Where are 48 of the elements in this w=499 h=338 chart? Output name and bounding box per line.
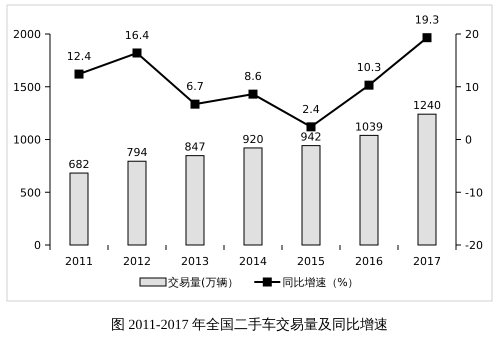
bar xyxy=(360,134,378,246)
data-label: 682 xyxy=(68,158,90,172)
y2-tick-label: -20 xyxy=(465,239,483,252)
y2-tick-label: 20 xyxy=(465,28,479,41)
y-tick-label: 500 xyxy=(20,186,41,200)
point xyxy=(364,80,374,90)
data-label: 1240 xyxy=(413,99,441,112)
data-label: 847 xyxy=(184,140,206,154)
data-label: 942 xyxy=(300,130,322,144)
y2-tick-label: -10 xyxy=(465,186,483,200)
bar xyxy=(70,172,88,246)
x-tick-label: 2012 xyxy=(123,255,151,268)
point xyxy=(248,90,258,99)
data-label: 2.4 xyxy=(302,102,320,116)
data-label: 1039 xyxy=(355,120,383,134)
y-tick-label: 0 xyxy=(34,239,41,252)
x-tick-label: 2015 xyxy=(297,255,325,268)
data-label: 6.7 xyxy=(186,80,204,94)
point xyxy=(190,100,200,109)
y-tick-label: 2000 xyxy=(13,28,41,41)
point xyxy=(422,33,432,42)
x-tick-label: 2014 xyxy=(239,255,267,268)
point xyxy=(74,70,84,79)
bar xyxy=(302,145,320,246)
data-label: 920 xyxy=(242,132,264,146)
bar xyxy=(418,114,436,246)
point xyxy=(306,122,316,132)
bar xyxy=(128,160,146,246)
x-tick-label: 2011 xyxy=(65,255,93,268)
data-label: 16.4 xyxy=(124,28,150,42)
legend-label: 交易量(万辆） xyxy=(168,276,238,289)
x-tick-label: 2013 xyxy=(181,255,209,268)
y2-tick-label: 10 xyxy=(465,80,479,94)
y-tick-label: 1000 xyxy=(13,134,41,146)
data-label: 794 xyxy=(126,146,148,160)
caption: 图 2011-2017 年全国二手车交易量及同比增速 xyxy=(110,317,388,333)
y-tick-label: 1500 xyxy=(13,80,41,94)
data-label: 8.6 xyxy=(244,70,262,84)
point xyxy=(132,48,142,58)
data-label: 10.3 xyxy=(356,61,382,74)
bar xyxy=(244,147,262,246)
y2-tick-label: 0 xyxy=(465,134,472,146)
bar xyxy=(186,155,204,246)
data-label: 19.3 xyxy=(414,14,440,27)
x-tick-label: 2016 xyxy=(355,255,383,268)
x-tick-label: 2017 xyxy=(413,255,441,268)
data-label: 12.4 xyxy=(66,50,92,64)
legend-label: 同比增速（%） xyxy=(282,276,359,289)
